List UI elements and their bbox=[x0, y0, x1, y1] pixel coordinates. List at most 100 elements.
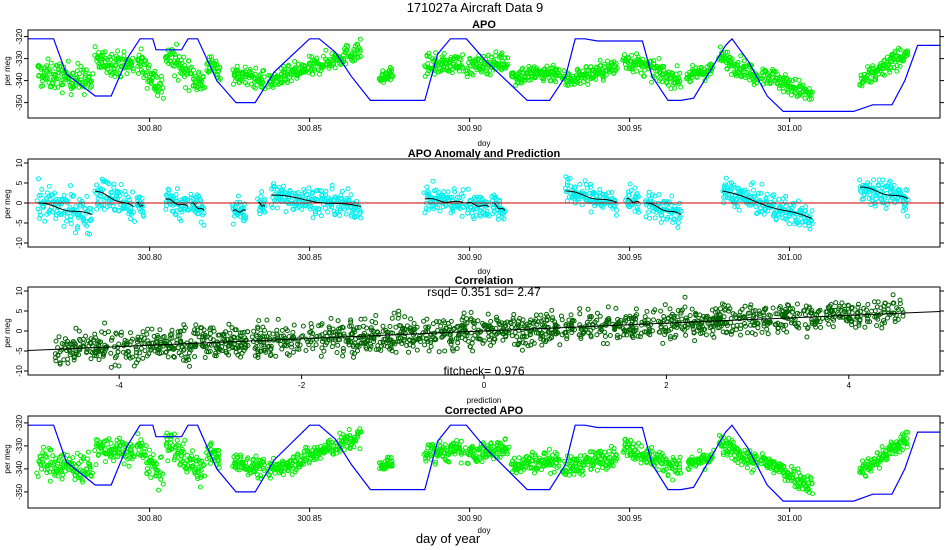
data-point bbox=[186, 207, 191, 213]
data-point bbox=[588, 314, 594, 319]
data-point bbox=[775, 329, 781, 335]
correlation-fitcheck: fitcheck= 0.976 bbox=[443, 364, 524, 378]
data-point bbox=[296, 61, 301, 67]
data-point bbox=[323, 47, 329, 53]
data-point bbox=[601, 192, 607, 198]
data-point bbox=[306, 53, 312, 59]
data-point bbox=[174, 186, 180, 192]
data-point bbox=[465, 338, 471, 344]
data-point bbox=[223, 329, 229, 335]
data-point bbox=[675, 225, 681, 230]
data-point bbox=[348, 192, 354, 198]
data-point bbox=[430, 321, 436, 327]
data-point bbox=[450, 206, 456, 212]
data-point bbox=[665, 82, 671, 88]
data-point bbox=[186, 88, 192, 94]
data-point bbox=[306, 185, 312, 191]
data-point bbox=[872, 308, 878, 314]
data-point bbox=[128, 216, 134, 222]
data-point bbox=[787, 306, 793, 312]
data-point bbox=[310, 215, 316, 221]
data-point bbox=[613, 305, 619, 311]
data-point bbox=[56, 334, 62, 340]
data-point bbox=[358, 54, 364, 60]
data-point bbox=[77, 347, 83, 353]
data-point bbox=[694, 75, 700, 80]
data-point bbox=[765, 331, 771, 337]
data-point bbox=[523, 340, 529, 346]
data-point bbox=[259, 342, 265, 348]
data-point bbox=[784, 329, 790, 335]
data-point bbox=[444, 331, 450, 337]
data-point bbox=[881, 58, 887, 64]
data-point bbox=[319, 339, 325, 344]
data-point bbox=[315, 67, 321, 73]
data-point bbox=[318, 353, 324, 359]
data-point bbox=[739, 307, 745, 312]
data-point bbox=[44, 470, 50, 476]
data-point bbox=[55, 84, 61, 90]
data-point bbox=[643, 329, 649, 335]
data-point bbox=[239, 330, 245, 336]
data-point bbox=[310, 346, 316, 352]
data-point bbox=[601, 72, 607, 78]
data-point bbox=[149, 78, 155, 84]
data-point bbox=[449, 70, 455, 76]
data-point bbox=[758, 190, 764, 196]
data-point bbox=[165, 354, 171, 360]
data-point bbox=[499, 58, 505, 64]
data-point bbox=[116, 363, 122, 369]
data-point bbox=[550, 315, 556, 321]
data-point bbox=[470, 72, 476, 78]
data-point bbox=[438, 323, 444, 329]
data-point bbox=[693, 320, 699, 326]
data-point bbox=[240, 460, 246, 465]
data-point bbox=[865, 316, 871, 322]
data-point bbox=[510, 315, 516, 321]
data-point bbox=[88, 79, 93, 85]
data-point bbox=[865, 186, 871, 192]
data-point bbox=[170, 443, 176, 448]
data-point bbox=[230, 204, 236, 210]
data-point bbox=[46, 183, 52, 189]
data-point bbox=[345, 186, 351, 192]
data-point bbox=[116, 341, 122, 347]
data-point bbox=[849, 305, 854, 311]
data-point bbox=[118, 182, 124, 187]
corrected-title: Corrected APO bbox=[445, 405, 524, 417]
data-point bbox=[861, 196, 866, 202]
data-point bbox=[163, 206, 169, 212]
data-point bbox=[880, 177, 886, 183]
data-point bbox=[424, 71, 430, 77]
data-point bbox=[753, 204, 759, 210]
data-point bbox=[471, 324, 477, 330]
data-point bbox=[556, 67, 562, 73]
data-point bbox=[126, 353, 132, 359]
data-point bbox=[644, 308, 650, 314]
data-point bbox=[92, 335, 98, 341]
data-point bbox=[696, 65, 702, 71]
data-point bbox=[264, 317, 270, 323]
data-point bbox=[355, 55, 361, 60]
data-point bbox=[576, 196, 582, 202]
data-point bbox=[433, 337, 439, 342]
data-point bbox=[439, 67, 445, 73]
data-point bbox=[451, 186, 457, 192]
data-point bbox=[299, 207, 305, 212]
data-point bbox=[613, 61, 619, 66]
data-point bbox=[107, 203, 113, 209]
data-point bbox=[254, 346, 260, 352]
data-point bbox=[289, 344, 295, 350]
data-point bbox=[468, 310, 474, 315]
data-point bbox=[735, 62, 741, 68]
data-point bbox=[290, 329, 296, 335]
data-point bbox=[76, 352, 81, 358]
anomaly-xtick-label: 300.85 bbox=[297, 253, 322, 262]
data-point bbox=[83, 81, 88, 87]
data-point bbox=[656, 192, 662, 197]
data-point bbox=[501, 216, 507, 222]
aircraft-profile-line bbox=[28, 37, 940, 113]
data-point bbox=[426, 348, 432, 354]
data-point bbox=[158, 477, 164, 482]
data-point bbox=[612, 327, 618, 333]
